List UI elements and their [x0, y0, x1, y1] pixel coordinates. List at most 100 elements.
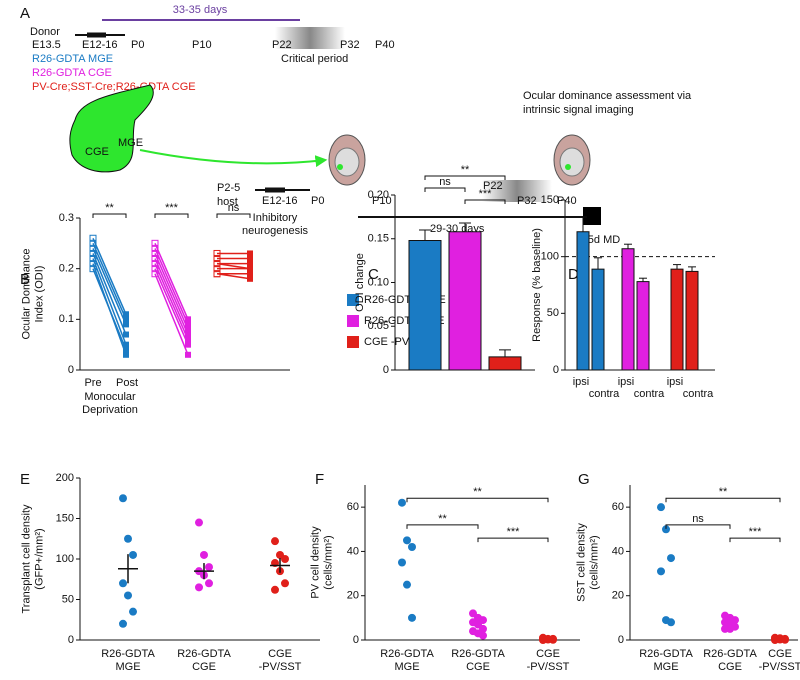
sig-label: *** [507, 526, 521, 538]
x-tick-label: R26-GDTA [177, 648, 231, 660]
pair-line [216, 262, 251, 270]
bar [636, 281, 650, 371]
y-tick-label: 150 [56, 512, 74, 524]
panel-a: A Donor 33-35 days E13.5 E12-16 P0 P10 P… [20, 4, 692, 246]
pre-point [213, 270, 221, 278]
point [271, 537, 279, 546]
x-tick-label: CGE [536, 648, 560, 660]
post-point [185, 341, 191, 348]
timeline-label: P0 [131, 39, 144, 51]
critical-gradient [482, 180, 552, 202]
y-tick-label: 0 [68, 634, 74, 646]
bar [448, 231, 482, 371]
x-tick-label: MGE [115, 661, 140, 673]
bar [621, 248, 635, 371]
y-tick-label: 60 [612, 501, 624, 513]
eminence [69, 84, 154, 173]
bar [685, 270, 699, 371]
cge-label: CGE [85, 146, 109, 158]
point [281, 555, 289, 563]
point [119, 619, 127, 628]
brain [334, 147, 360, 177]
y-tick-label: 0 [383, 364, 389, 376]
pair-line [154, 258, 189, 335]
point [205, 563, 213, 572]
pair-line [92, 237, 127, 315]
x-tick-label: CGE [718, 661, 742, 673]
sig-bracket [92, 213, 127, 218]
panel-label: F [315, 471, 324, 488]
y-tick-label: 0.05 [368, 320, 389, 332]
strain: R26-GDTA CGE [32, 67, 112, 79]
point [398, 498, 406, 507]
timeline-label: P10 [372, 195, 392, 207]
pre-point [89, 239, 97, 247]
sig-bracket [406, 524, 479, 529]
pair-line [92, 268, 127, 351]
bar [488, 356, 522, 371]
timeline-label: P22 [483, 180, 503, 192]
md-block [583, 207, 601, 225]
panel-label: C [368, 266, 379, 283]
sig-bracket [477, 537, 549, 543]
y-tick-label: 60 [347, 501, 359, 513]
neurogenesis: Inhibitory [253, 212, 298, 224]
critical-gradient [275, 27, 345, 49]
x-tick-label: ipsi [573, 376, 590, 388]
post-point [247, 270, 253, 277]
bar [408, 240, 442, 371]
x-tick-label: ipsi [618, 376, 635, 388]
point [479, 631, 487, 640]
strain: PV-Cre;SST-Cre;R26-GDTA CGE [32, 81, 196, 93]
host-label: host [217, 196, 238, 208]
y-tick-label: 200 [56, 472, 74, 484]
pre-point [151, 270, 159, 278]
post-point [123, 321, 129, 328]
point [200, 550, 208, 559]
sig-label: ** [719, 486, 728, 498]
x-tick-label: R26-GDTA [101, 648, 155, 660]
point [657, 503, 665, 512]
y-tick-label: 20 [347, 590, 359, 602]
point [667, 618, 675, 627]
bar [670, 268, 684, 371]
panel-label: D [568, 266, 579, 283]
sig-bracket [424, 187, 466, 192]
point [403, 536, 411, 545]
point [408, 613, 416, 622]
x-tick-label: Pre [84, 377, 101, 389]
x-tick-label: CGE [268, 648, 292, 660]
post-point [123, 331, 129, 338]
y-axis-label: (GFP+/mm²) [33, 528, 45, 589]
panel-label: G [578, 471, 590, 488]
y-tick-label: 40 [612, 545, 624, 557]
strain: R26-GDTA MGE [32, 53, 113, 65]
bar [591, 268, 605, 371]
timeline-label: P32 [517, 195, 537, 207]
y-axis-label: PV cell density [309, 526, 321, 599]
point [119, 494, 127, 503]
y-tick-label: 150 [541, 194, 559, 206]
pair-line [92, 248, 127, 325]
pre-point [89, 265, 97, 273]
y-axis-label: SST cell density [575, 523, 587, 602]
pre-point [89, 249, 97, 257]
y-tick-label: 100 [541, 251, 559, 263]
point [781, 635, 789, 644]
sig-label: *** [479, 188, 493, 200]
assessment: intrinsic signal imaging [523, 104, 634, 116]
y-axis-label: Response (% baseline) [531, 228, 543, 342]
pair-line [154, 268, 189, 345]
sig-bracket [406, 497, 549, 503]
pre-point [151, 244, 159, 252]
transplant [337, 164, 343, 170]
post-point [247, 275, 253, 282]
pre-point [213, 265, 221, 273]
timeline-label: P10 [192, 39, 212, 51]
point [771, 636, 779, 644]
sig-bracket [216, 213, 251, 218]
pair-line [92, 258, 127, 345]
pre-point [213, 260, 221, 268]
x-tick-label: -PV/SST [527, 661, 570, 673]
